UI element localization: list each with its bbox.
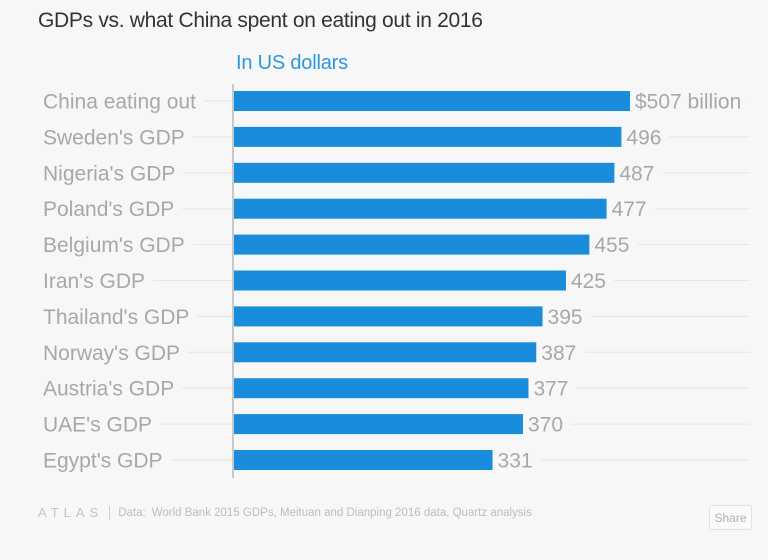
bar	[234, 378, 529, 399]
value-label: 377	[533, 378, 568, 401]
category-label: Nigeria's GDP	[43, 162, 175, 185]
bar-chart: China eating out Sweden's GDP Nigeria's GD…	[43, 84, 750, 478]
atlas-logo: ATLAS	[38, 505, 104, 520]
category-label: Belgium's GDP	[43, 234, 185, 257]
value-label: 425	[571, 270, 606, 293]
chart-title: GDPs vs. what China spent on eating out …	[38, 9, 483, 32]
value-label: 477	[612, 198, 647, 221]
category-label: Thailand's GDP	[43, 306, 189, 329]
bar	[234, 414, 523, 435]
category-label: Iran's GDP	[43, 270, 145, 293]
category-label: Egypt's GDP	[43, 450, 163, 473]
chart-subtitle: In US dollars	[236, 52, 348, 74]
value-label: 487	[619, 162, 654, 185]
share-button[interactable]: Share	[709, 505, 752, 530]
source-label: Data:	[118, 506, 146, 519]
bar	[234, 450, 493, 470]
category-labels: China eating out Sweden's GDP Nigeria's GD…	[43, 91, 196, 473]
category-label: China eating out	[43, 91, 196, 114]
value-label: 395	[548, 306, 583, 329]
source-text: World Bank 2015 GDPs, Meituan and Dianpi…	[151, 506, 532, 519]
gridlines	[153, 100, 750, 461]
category-label: Poland's GDP	[43, 198, 174, 221]
bar	[234, 162, 615, 183]
value-label: 387	[541, 342, 576, 365]
value-label: 496	[626, 126, 661, 149]
footer: ATLAS Data: World Bank 2015 GDPs, Meitua…	[38, 505, 532, 520]
bars	[234, 91, 630, 470]
value-label: 455	[594, 234, 629, 257]
category-label: Sweden's GDP	[43, 126, 185, 149]
value-label: 370	[528, 414, 563, 437]
bar	[234, 198, 607, 219]
value-labels: $507 billion 496 487 477 455 425 395 387 377 370 3…	[498, 91, 742, 473]
category-label: UAE's GDP	[43, 414, 152, 437]
bar	[234, 91, 630, 111]
category-label: Austria's GDP	[43, 378, 174, 401]
value-label: 331	[498, 450, 533, 473]
category-label: Norway's GDP	[43, 342, 180, 365]
value-label: $507 billion	[635, 91, 741, 114]
footer-divider	[109, 505, 111, 520]
bar	[234, 270, 566, 291]
bar	[234, 306, 543, 327]
bar	[234, 342, 537, 363]
bar	[234, 126, 622, 147]
bar	[234, 234, 590, 255]
